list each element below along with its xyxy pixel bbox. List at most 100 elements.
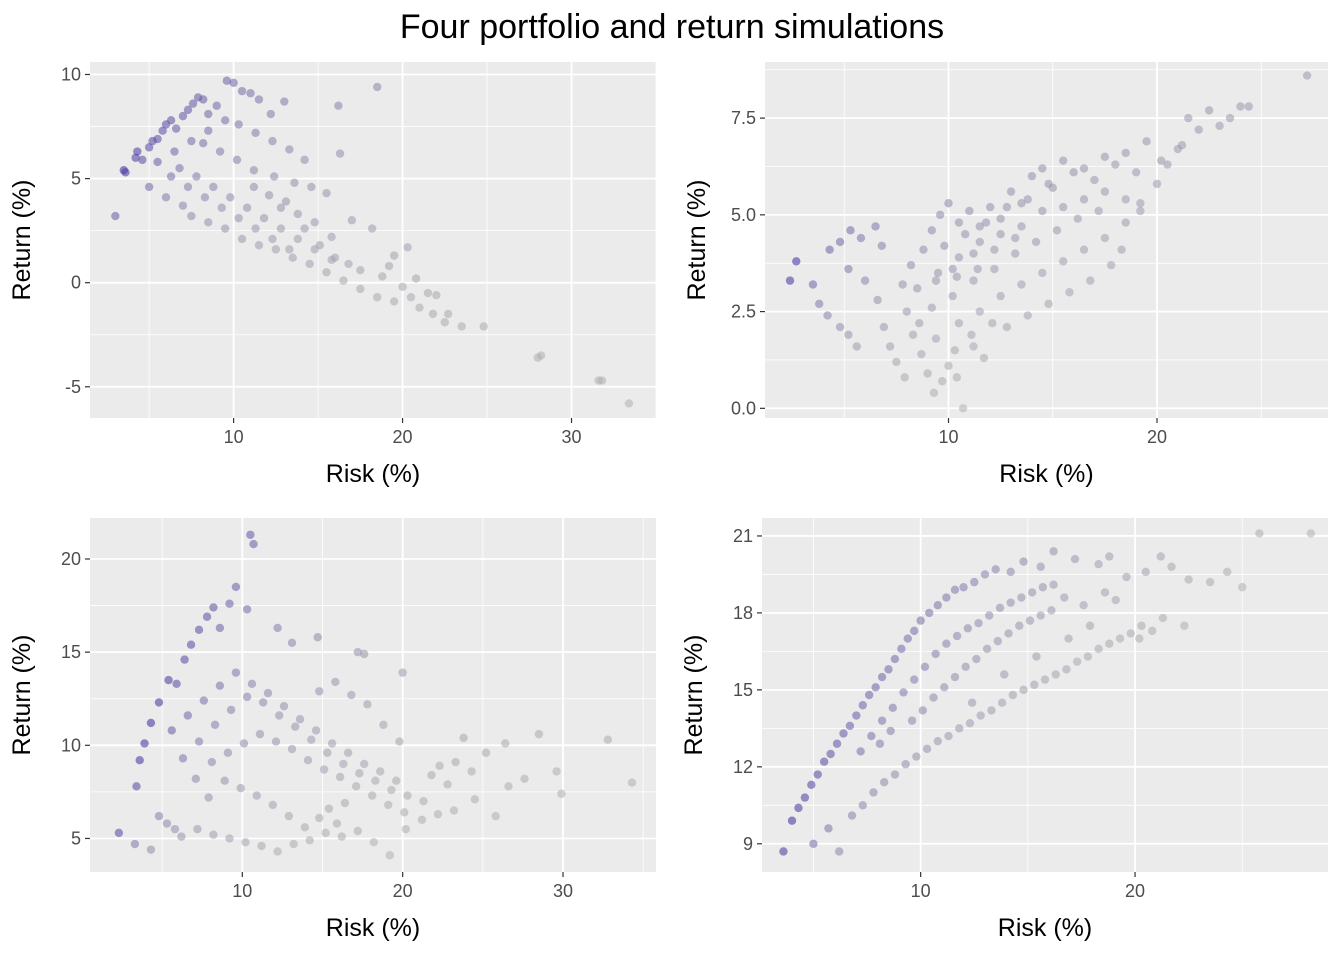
data-point — [982, 644, 992, 654]
data-point — [111, 211, 120, 221]
data-point — [229, 78, 238, 88]
data-point — [1126, 629, 1135, 638]
data-point — [344, 259, 353, 269]
data-point — [276, 224, 286, 233]
data-point — [183, 711, 193, 720]
data-point — [1038, 268, 1047, 278]
data-point — [335, 149, 345, 158]
data-point — [384, 800, 393, 810]
data-point — [958, 404, 968, 413]
data-point — [1111, 160, 1120, 169]
data-point — [938, 377, 947, 386]
data-point — [1058, 202, 1068, 212]
data-point — [193, 824, 202, 834]
data-point — [180, 655, 189, 664]
data-point — [888, 703, 897, 713]
data-point — [389, 251, 399, 260]
data-point — [877, 672, 887, 682]
data-point — [794, 803, 803, 813]
data-point — [1079, 195, 1089, 204]
data-point — [944, 731, 953, 741]
data-point — [384, 261, 394, 271]
data-point — [1062, 665, 1071, 674]
data-point — [215, 147, 225, 156]
data-point — [959, 583, 968, 592]
data-point — [220, 776, 229, 785]
data-point — [1100, 233, 1110, 243]
data-point — [226, 193, 235, 202]
data-point — [322, 188, 331, 198]
data-point — [852, 342, 861, 351]
data-point — [268, 234, 277, 244]
data-point — [942, 639, 951, 648]
data-point — [177, 832, 186, 841]
data-point — [281, 197, 291, 206]
data-point — [910, 626, 919, 636]
data-point — [1100, 187, 1110, 196]
figure-title: Four portfolio and return simulations — [400, 8, 944, 46]
data-point — [918, 706, 927, 715]
data-point — [307, 182, 316, 192]
data-point — [435, 761, 444, 770]
data-point — [367, 224, 377, 233]
data-point — [1027, 588, 1037, 597]
data-point — [900, 373, 909, 382]
data-point — [819, 757, 829, 766]
data-point — [858, 801, 867, 810]
data-point — [172, 679, 181, 689]
data-point — [1225, 113, 1235, 123]
data-point — [288, 253, 297, 262]
data-point — [415, 303, 424, 312]
data-point — [807, 780, 816, 789]
data-point — [931, 334, 941, 343]
data-point — [944, 361, 953, 370]
data-point — [252, 791, 261, 800]
data-point — [220, 116, 230, 125]
data-point — [919, 245, 928, 254]
data-point — [339, 276, 348, 285]
data-point — [942, 593, 951, 602]
data-point — [1131, 168, 1141, 177]
scatter-points — [114, 530, 637, 860]
data-point — [153, 157, 162, 167]
data-point — [1094, 644, 1103, 654]
data-point — [1086, 276, 1095, 285]
data-point — [899, 688, 908, 697]
data-point — [287, 744, 297, 754]
data-point — [901, 760, 910, 769]
data-point — [359, 649, 369, 659]
data-point — [996, 214, 1005, 223]
data-point — [856, 747, 865, 756]
data-point — [1105, 552, 1114, 561]
data-point — [1090, 175, 1099, 185]
data-point — [237, 234, 247, 244]
data-point — [215, 681, 225, 690]
data-point — [359, 759, 369, 769]
x-tick-label: 20 — [1125, 881, 1145, 901]
data-point — [832, 739, 842, 748]
data-point — [933, 601, 943, 610]
data-point — [231, 668, 241, 677]
data-point — [266, 109, 275, 119]
data-point — [427, 770, 436, 780]
data-point — [406, 293, 416, 302]
x-axis-ticks: 10 20 — [938, 418, 1167, 447]
data-point — [846, 226, 855, 235]
data-point — [906, 260, 916, 270]
data-point — [140, 739, 149, 748]
y-tick-label: -5 — [65, 377, 81, 397]
data-point — [217, 203, 226, 212]
data-point — [1106, 260, 1116, 270]
data-point — [428, 309, 438, 319]
data-point — [963, 624, 973, 633]
data-point — [1122, 572, 1131, 582]
data-point — [249, 182, 259, 192]
scatter-points — [111, 76, 634, 408]
data-point — [988, 318, 997, 328]
data-point — [310, 245, 319, 254]
data-point — [459, 733, 468, 743]
data-point — [295, 715, 305, 724]
data-point — [1085, 621, 1095, 630]
data-point — [885, 342, 895, 351]
data-point — [249, 539, 258, 549]
